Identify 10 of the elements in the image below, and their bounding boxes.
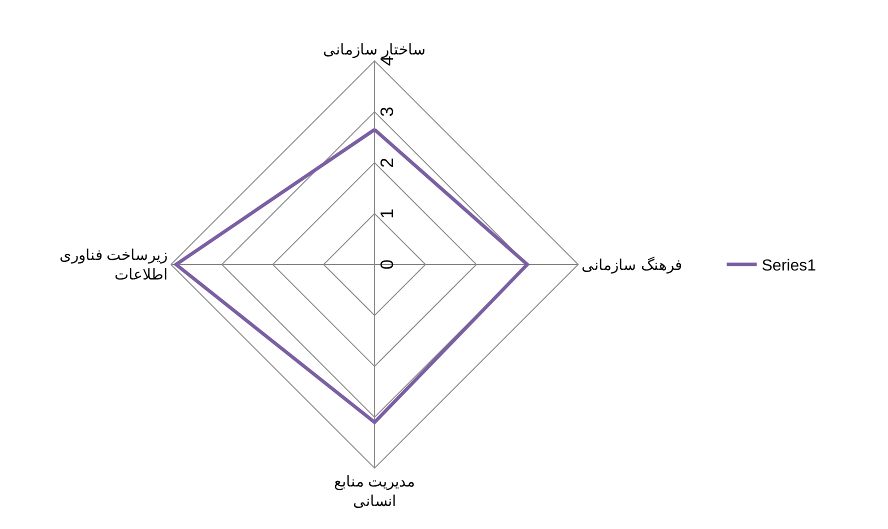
y-tick-label: 3 [377,106,398,117]
legend-label: Series1 [762,258,816,275]
spoke-label: مدیریت منابع انسانی [334,474,416,510]
y-tick-label: 1 [377,208,398,219]
y-tick-label: 2 [377,158,398,168]
spoke-label: ساختار سازمانی [322,41,426,58]
y-tick-label: 0 [377,259,398,270]
spoke-label: فرهنگ سازمانی [582,256,682,274]
y-tick-label: 4 [377,56,398,66]
spoke-label: زیرساخت فناوری اطلاعات [59,247,168,284]
